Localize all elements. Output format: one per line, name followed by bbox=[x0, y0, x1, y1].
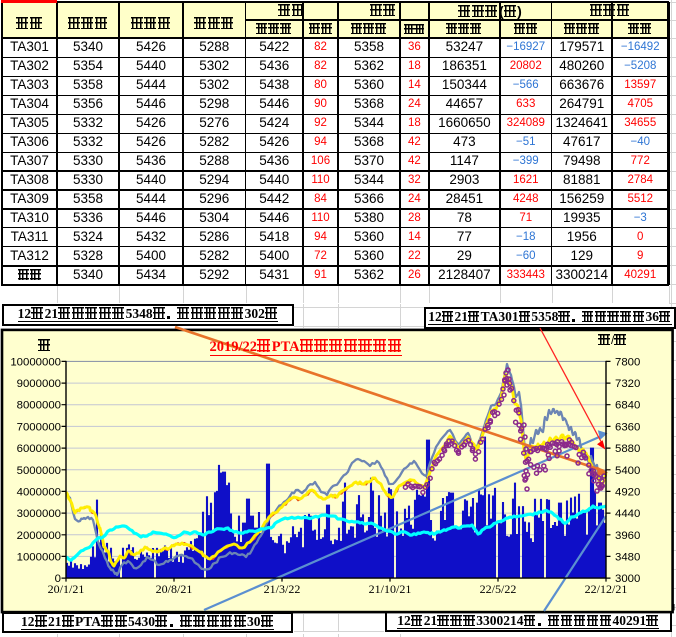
svg-text:7000000: 7000000 bbox=[17, 421, 61, 433]
svg-text:3000000: 3000000 bbox=[17, 508, 61, 520]
svg-text:21/3/22: 21/3/22 bbox=[264, 582, 301, 596]
svg-text:22/12/21: 22/12/21 bbox=[585, 582, 628, 596]
svg-text:1000000: 1000000 bbox=[17, 551, 61, 563]
svg-text:7320: 7320 bbox=[615, 378, 640, 390]
svg-text:3960: 3960 bbox=[615, 530, 640, 542]
svg-text:3480: 3480 bbox=[615, 551, 640, 563]
svg-text:22/5/22: 22/5/22 bbox=[480, 582, 517, 596]
svg-text:6000000: 6000000 bbox=[17, 443, 61, 455]
svg-text:7800: 7800 bbox=[615, 356, 640, 368]
svg-text:4920: 4920 bbox=[615, 486, 640, 498]
svg-text:2000000: 2000000 bbox=[17, 530, 61, 542]
svg-text:20/8/21: 20/8/21 bbox=[156, 582, 193, 596]
svg-text:4440: 4440 bbox=[615, 508, 640, 520]
svg-text:0: 0 bbox=[55, 573, 61, 585]
svg-text:3000: 3000 bbox=[615, 573, 640, 585]
svg-text:21/10/21: 21/10/21 bbox=[369, 582, 412, 596]
svg-text:20/1/21: 20/1/21 bbox=[48, 582, 85, 596]
svg-text:5000000: 5000000 bbox=[17, 465, 61, 477]
svg-text:6360: 6360 bbox=[615, 421, 640, 433]
svg-text:5400: 5400 bbox=[615, 465, 640, 477]
svg-text:8000000: 8000000 bbox=[17, 400, 61, 412]
svg-text:10000000: 10000000 bbox=[10, 356, 61, 368]
svg-text:6840: 6840 bbox=[615, 400, 640, 412]
svg-text:4000000: 4000000 bbox=[17, 486, 61, 498]
svg-text:9000000: 9000000 bbox=[17, 378, 61, 390]
svg-text:5880: 5880 bbox=[615, 443, 640, 455]
